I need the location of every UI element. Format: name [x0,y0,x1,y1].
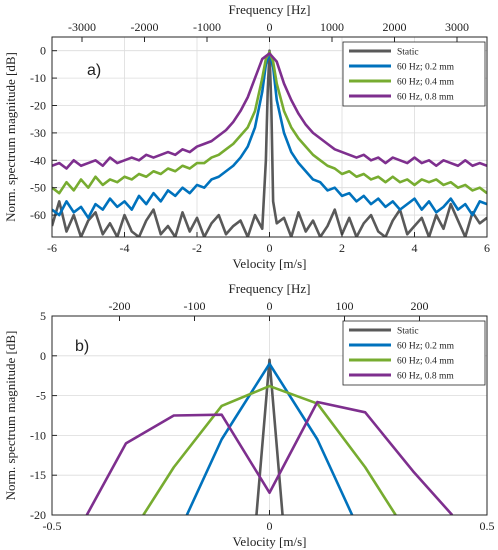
top-x-tick-label: 200 [411,299,429,313]
series-line-0 [255,358,284,515]
x-axis-label: Velocity [m/s] [232,256,306,271]
top-x-tick-label: 0 [267,20,273,34]
top-x-axis-label: Frequency [Hz] [229,2,311,17]
x-tick-label: 0 [267,241,273,255]
legend: Static 60 Hz; 0.2 mm 60 Hz; 0.4 mm 60 Hz, 0… [342,320,486,386]
series-line-3 [52,52,487,170]
x-tick-label: 0 [267,519,273,533]
legend-entry: Static [397,327,419,337]
top-x-tick-label: -1000 [193,20,221,34]
legend-entry: 60 Hz; 0.2 mm [397,63,455,73]
y-tick-label: -20 [30,508,46,522]
y-tick-label: 0 [40,44,46,58]
top-x-tick-label: 1000 [320,20,344,34]
panel-label: b) [75,338,89,355]
series-line-1 [185,362,354,515]
top-x-tick-label: 2000 [383,20,407,34]
y-tick-label: 0 [40,349,46,363]
series-line-0 [52,49,487,237]
legend-box [342,41,486,107]
x-tick-label: -2 [192,241,202,255]
x-tick-label: 0.5 [480,519,495,533]
y-tick-label: 5 [40,309,46,323]
panel-label: a) [87,62,101,79]
panel-a: -6 -4 -2 0 2 4 60-10-20-30-40-50-60-3000 -2000-… [3,2,490,271]
legend-entry: 60 Hz; 0.2 mm [397,342,455,352]
top-x-tick-label: 100 [336,299,354,313]
y-tick-label: -10 [30,71,46,85]
top-x-tick-label: 0 [267,299,273,313]
y-tick-label: -5 [36,389,46,403]
x-tick-label: 6 [484,241,490,255]
x-tick-label: -6 [47,241,57,255]
legend-entry: 60 Hz, 0.8 mm [397,372,454,382]
series-line-2 [52,50,487,195]
top-x-tick-label: -100 [184,299,206,313]
y-axis-label: Norm. spectrum magnitude [dB] [3,52,18,222]
legend-entry: 60 Hz; 0.4 mm [397,357,455,367]
top-x-tick-label: -2000 [131,20,159,34]
x-tick-label: 4 [412,241,418,255]
y-tick-label: -50 [30,181,46,195]
y-tick-label: -60 [30,208,46,222]
y-axis-label: Norm. spectrum magnitude [dB] [3,331,18,501]
top-x-tick-label: 3000 [445,20,469,34]
x-axis-label: Velocity [m/s] [232,534,306,549]
y-tick-label: -20 [30,98,46,112]
y-tick-label: -40 [30,153,46,167]
y-tick-label: -15 [30,468,46,482]
panel-b: -0.5 0 0.5 5 0 -5 -10 -15 -20 -200 -100 0 100 200 Velo… [3,281,495,549]
legend-entry: 60 Hz; 0.4 mm [397,78,455,88]
top-x-axis-label: Frequency [Hz] [229,281,311,296]
x-tick-label: 2 [339,241,345,255]
x-tick-label: -4 [120,241,130,255]
series-group [52,49,487,237]
series-line-2 [142,384,397,515]
y-tick-label: -10 [30,428,46,442]
y-tick-label: -30 [30,126,46,140]
top-x-tick-label: -3000 [68,20,96,34]
legend: Static 60 Hz; 0.2 mm 60 Hz; 0.4 mm 60 Hz, 0… [342,41,486,107]
series-line-3 [85,400,454,515]
x-tick-label: -0.5 [43,519,62,533]
top-x-tick-label: -200 [109,299,131,313]
series-group [85,358,454,515]
legend-entry: Static [397,48,419,58]
legend-entry: 60 Hz, 0.8 mm [397,93,454,103]
